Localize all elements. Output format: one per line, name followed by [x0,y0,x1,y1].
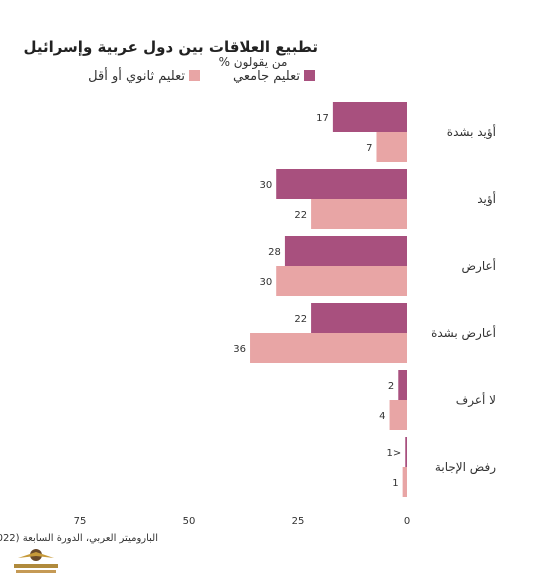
x-axis-ticks: 0 25 50 75 [74,516,411,527]
value-labels: 17 7 30 22 28 30 22 36 2 4 1> 1 [233,113,401,489]
legend: تعليم جامعي تعليم ثانوي أو أقل [88,67,315,84]
value-label-secondary-3: 36 [233,344,246,355]
value-label-university-4: 2 [388,381,394,392]
category-label-3: أعارض بشدة [431,325,496,341]
value-label-secondary-5: 1 [392,478,398,489]
bar-secondary-0 [376,132,407,162]
value-label-university-2: 28 [268,247,281,258]
legend-label-university: تعليم جامعي [233,69,300,84]
x-tick-label-3: 75 [74,516,87,527]
bar-secondary-3 [250,333,407,363]
category-label-4: لا أعرف [456,392,496,408]
value-label-university-5: 1> [387,448,402,459]
category-label-0: أؤيد بشدة [447,124,496,140]
arab-barometer-logo-icon [14,549,58,573]
value-label-secondary-0: 7 [366,143,372,154]
value-label-university-1: 30 [259,180,272,191]
bar-university-0 [332,102,407,132]
value-label-secondary-2: 30 [259,277,272,288]
bar-university-1 [276,169,407,199]
category-label-5: رفض الإجابة [435,460,496,475]
legend-swatch-university [304,70,315,81]
value-label-secondary-4: 4 [379,411,385,422]
chart-title: تطبيع العلاقات بين دول عربية وإسرائيل [23,38,318,56]
bar-secondary-1 [311,199,407,229]
bars [250,102,407,497]
source-note: الباروميتر العربي، الدورة السابعة (2022 [0,533,158,544]
bar-university-2 [284,236,407,266]
value-label-secondary-1: 22 [294,210,307,221]
bar-secondary-4 [389,400,407,430]
bar-secondary-2 [276,266,407,296]
value-label-university-0: 17 [316,113,329,124]
x-tick-label-1: 25 [292,516,305,527]
bar-university-3 [311,303,407,333]
x-tick-label-2: 50 [183,516,196,527]
legend-swatch-secondary [189,70,200,81]
bar-university-4 [398,370,407,400]
chart-subtitle: % من يقولون [219,55,288,70]
category-labels: أؤيد بشدة أؤيد أعارض أعارض بشدة لا أعرف رفض ا… [431,124,496,475]
bar-secondary-5 [402,467,407,497]
bar-university-5 [405,437,407,467]
category-label-1: أؤيد [477,191,496,207]
legend-label-secondary: تعليم ثانوي أو أقل [88,67,185,84]
value-label-university-3: 22 [294,314,307,325]
category-label-2: أعارض [462,258,496,274]
x-tick-label-0: 0 [404,516,410,527]
